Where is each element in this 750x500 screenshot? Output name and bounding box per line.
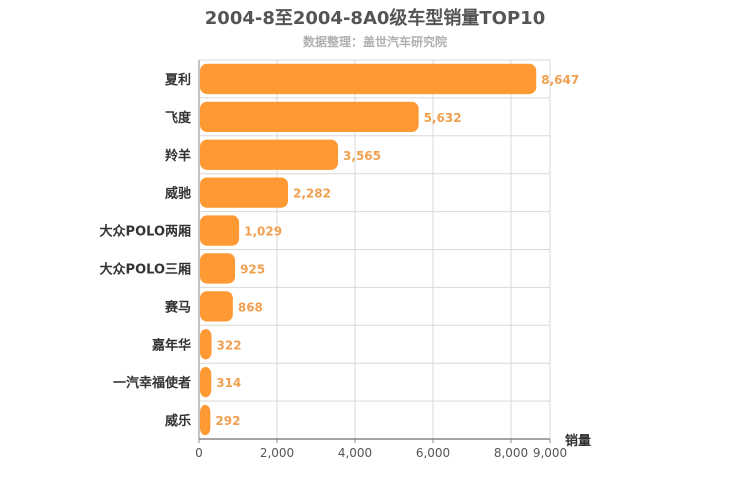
value-label: 8,647	[541, 73, 579, 87]
x-tick-label: 6,000	[416, 446, 450, 460]
bar	[200, 404, 211, 436]
value-label: 868	[238, 300, 263, 314]
x-tick-label: 0	[195, 446, 203, 460]
bar	[200, 177, 288, 208]
category-label: 一汽幸福使者	[113, 375, 191, 391]
x-tick-label: 4,000	[338, 446, 372, 460]
bar	[200, 329, 212, 360]
value-label: 3,565	[343, 149, 381, 163]
category-label: 大众POLO两厢	[100, 224, 191, 240]
value-label: 5,632	[424, 111, 462, 125]
category-label: 嘉年华	[151, 337, 191, 353]
value-label: 314	[216, 376, 241, 390]
value-label: 925	[240, 262, 265, 276]
x-tick-label: 9,000	[533, 446, 567, 460]
bar	[200, 253, 236, 284]
x-tick-label: 8,000	[494, 446, 528, 460]
value-label: 322	[217, 338, 242, 352]
bar	[200, 215, 240, 246]
chart-title: 2004-8至2004-8A0级车型销量TOP10	[204, 8, 546, 29]
value-label: 292	[215, 414, 240, 428]
category-label: 飞度	[165, 110, 192, 126]
bar	[200, 366, 212, 398]
value-label: 2,282	[293, 187, 331, 201]
bar	[200, 101, 419, 133]
bar	[200, 63, 537, 95]
x-axis-title: 销量	[565, 433, 591, 449]
bar	[200, 139, 339, 170]
x-tick-label: 2,000	[260, 446, 294, 460]
category-label: 大众POLO三厢	[100, 261, 191, 277]
category-label: 羚羊	[165, 148, 191, 164]
bar	[200, 291, 233, 322]
category-label: 夏利	[164, 72, 191, 88]
category-label: 赛马	[164, 299, 191, 315]
chart-subtitle: 数据整理：盖世汽车研究院	[302, 35, 447, 49]
category-label: 威乐	[165, 413, 191, 429]
value-label: 1,029	[244, 225, 282, 239]
category-label: 威驰	[165, 186, 191, 202]
